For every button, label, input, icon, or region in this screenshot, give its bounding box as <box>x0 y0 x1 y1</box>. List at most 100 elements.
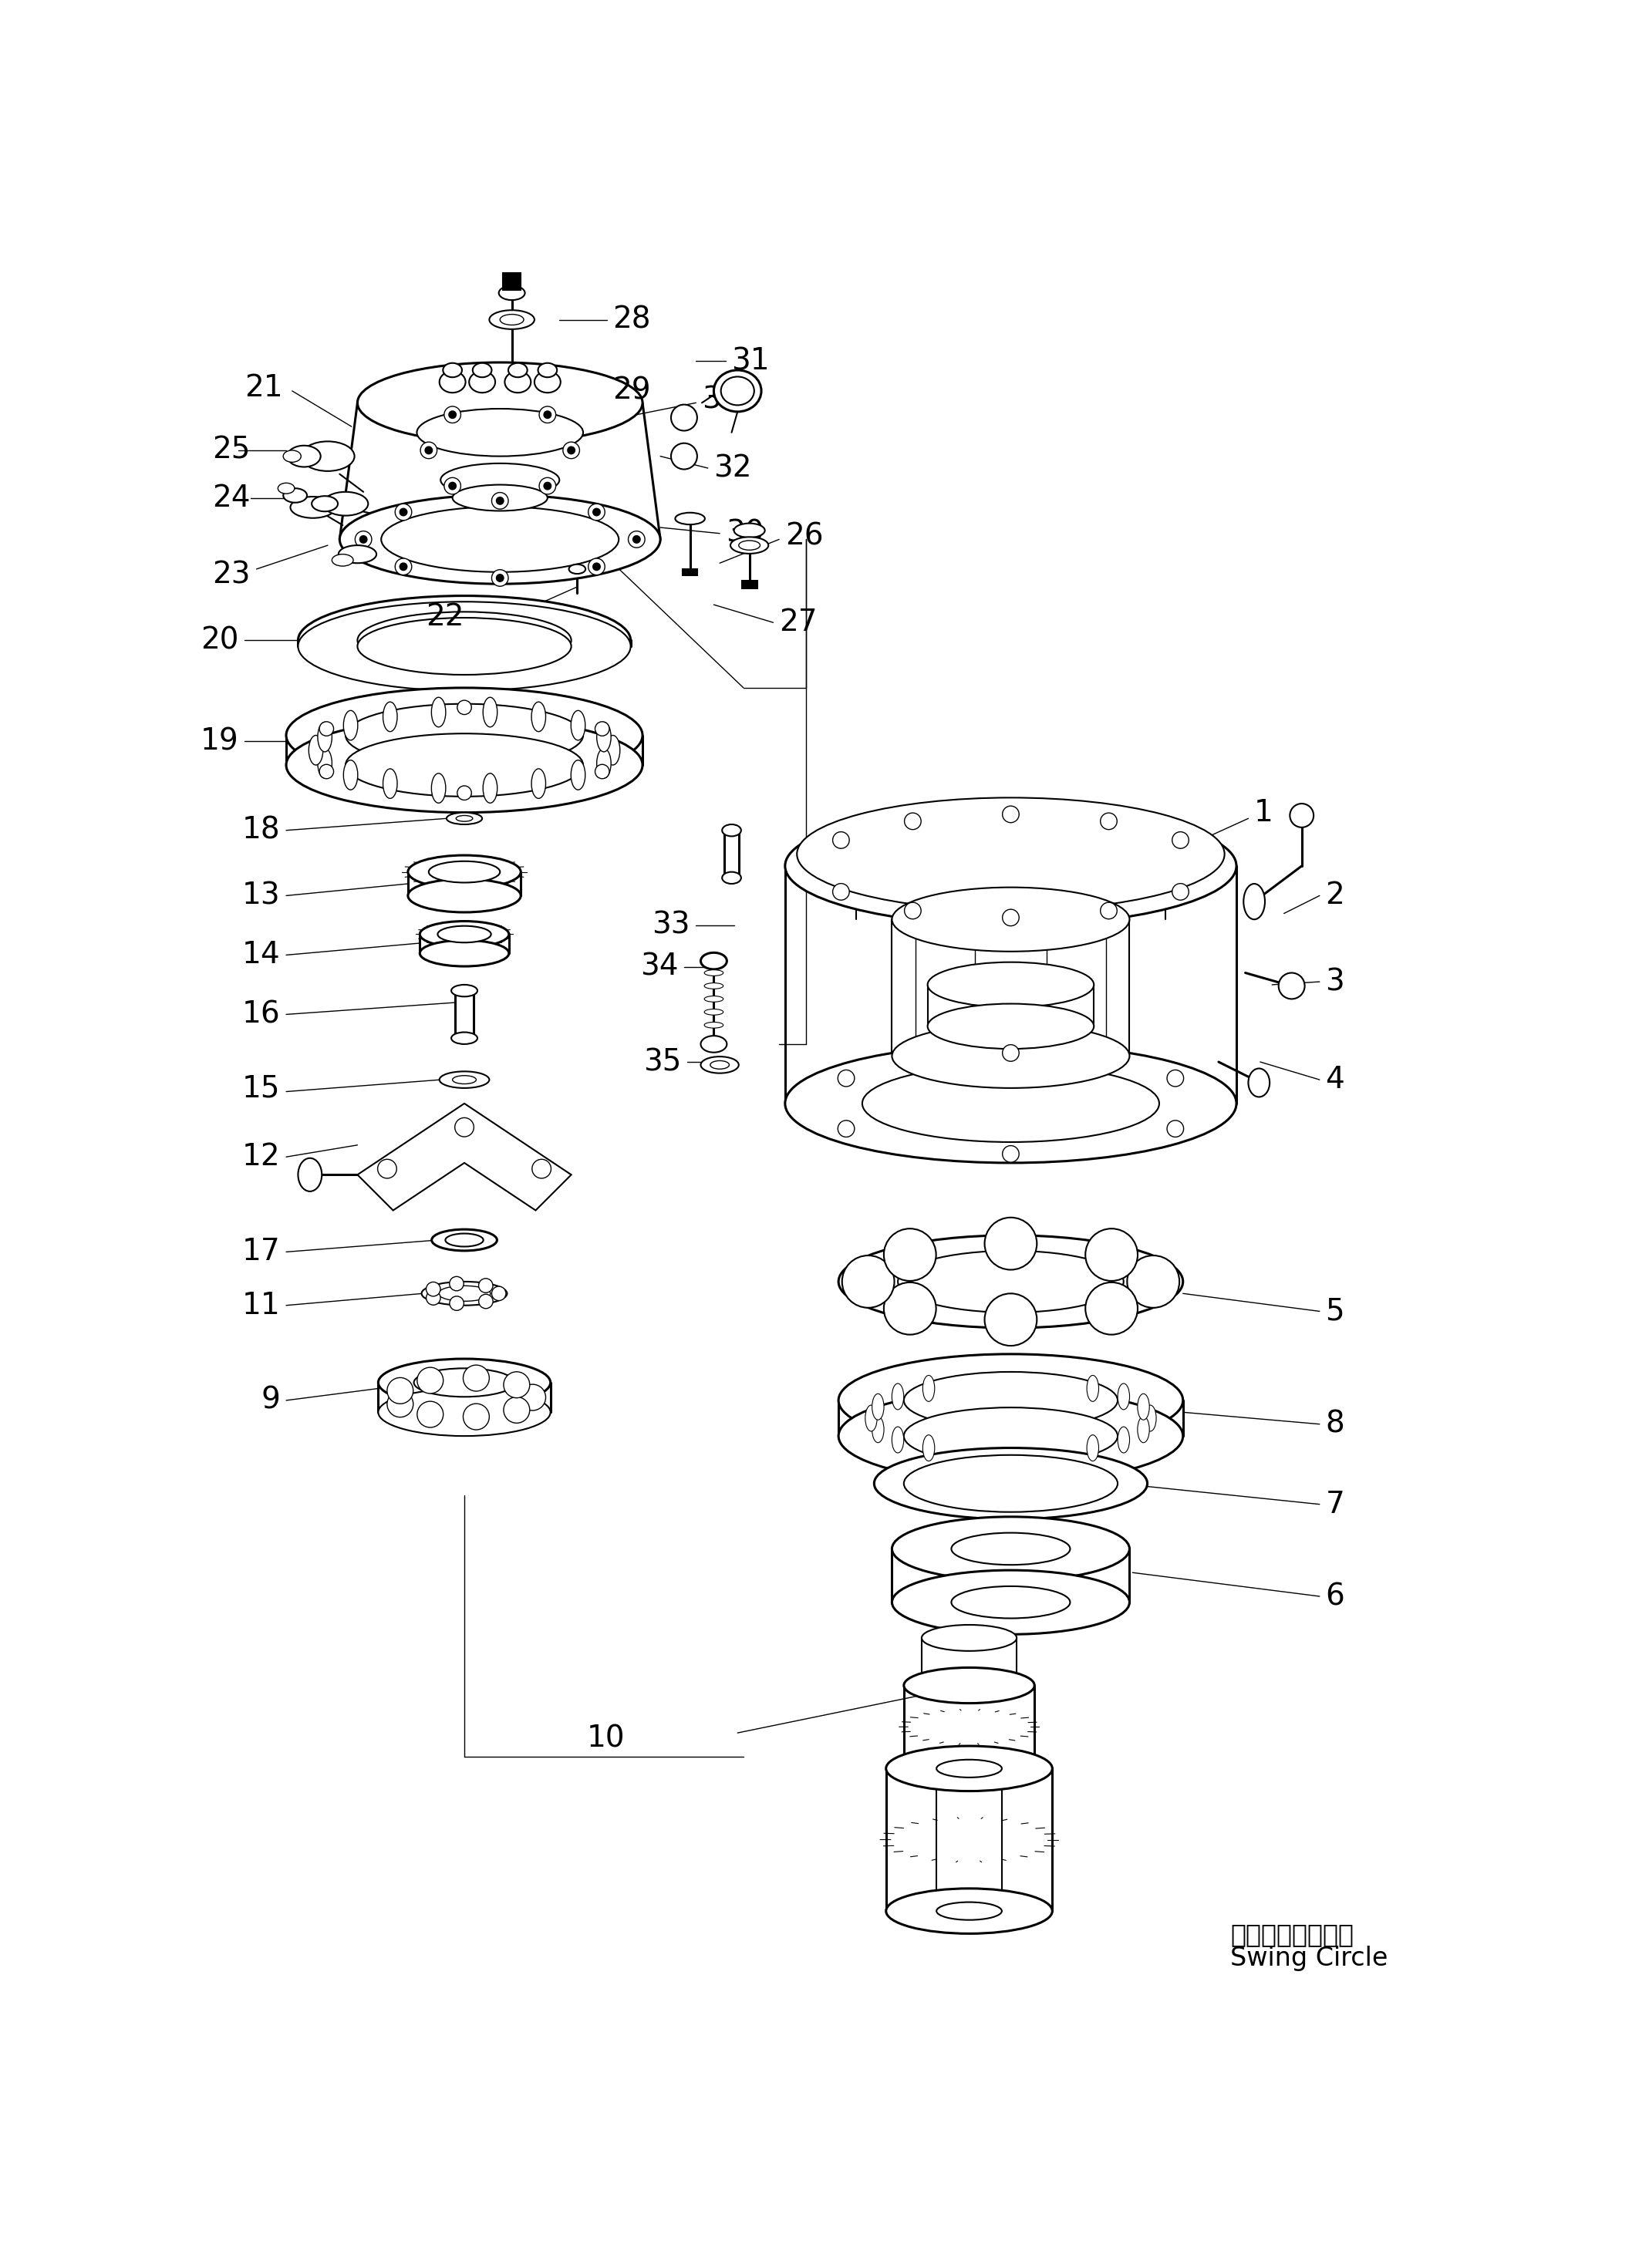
Ellipse shape <box>279 483 295 494</box>
Circle shape <box>1172 885 1188 900</box>
Ellipse shape <box>856 826 1165 907</box>
Ellipse shape <box>439 372 465 392</box>
Circle shape <box>395 503 411 519</box>
Circle shape <box>838 1070 854 1086</box>
Ellipse shape <box>892 1383 903 1411</box>
Circle shape <box>883 1229 936 1281</box>
Ellipse shape <box>490 311 534 329</box>
Ellipse shape <box>887 1746 1052 1792</box>
Ellipse shape <box>498 286 524 299</box>
Text: 4: 4 <box>1326 1066 1344 1095</box>
Ellipse shape <box>923 1436 934 1461</box>
Ellipse shape <box>705 1009 723 1016</box>
Ellipse shape <box>1244 885 1265 919</box>
Ellipse shape <box>438 1286 490 1302</box>
Ellipse shape <box>705 982 723 989</box>
Circle shape <box>449 1297 464 1311</box>
Bar <box>503 249 521 290</box>
Ellipse shape <box>921 1672 1016 1699</box>
Ellipse shape <box>903 1751 1034 1787</box>
Text: 33: 33 <box>652 912 690 939</box>
Bar <box>683 569 697 576</box>
Circle shape <box>418 1368 443 1393</box>
Polygon shape <box>357 1105 572 1211</box>
Ellipse shape <box>670 404 697 431</box>
Text: 12: 12 <box>243 1143 280 1173</box>
Ellipse shape <box>508 363 528 376</box>
Circle shape <box>377 1159 397 1179</box>
Ellipse shape <box>298 596 631 685</box>
Text: 5: 5 <box>1326 1297 1344 1327</box>
Ellipse shape <box>344 760 357 789</box>
Ellipse shape <box>421 1281 506 1306</box>
Circle shape <box>426 1290 441 1304</box>
Circle shape <box>1003 1145 1019 1161</box>
Circle shape <box>833 832 849 848</box>
Ellipse shape <box>484 696 497 728</box>
Text: 34: 34 <box>639 953 679 982</box>
Ellipse shape <box>484 773 497 803</box>
Ellipse shape <box>1249 1068 1270 1098</box>
Circle shape <box>544 483 551 490</box>
Ellipse shape <box>452 1075 477 1084</box>
Ellipse shape <box>384 769 397 798</box>
Ellipse shape <box>346 733 583 796</box>
Ellipse shape <box>495 243 528 254</box>
Ellipse shape <box>903 1667 1034 1703</box>
Ellipse shape <box>887 1889 1052 1935</box>
Circle shape <box>595 764 610 778</box>
Text: 22: 22 <box>426 601 464 631</box>
Text: 25: 25 <box>211 435 251 465</box>
Circle shape <box>464 1404 490 1429</box>
Ellipse shape <box>839 1390 1183 1483</box>
Ellipse shape <box>346 703 583 767</box>
Ellipse shape <box>344 710 357 739</box>
Ellipse shape <box>290 497 336 517</box>
Circle shape <box>588 503 605 519</box>
Circle shape <box>985 1293 1037 1345</box>
Ellipse shape <box>451 1032 477 1043</box>
Ellipse shape <box>921 1624 1016 1651</box>
Ellipse shape <box>1137 1395 1149 1420</box>
Ellipse shape <box>318 721 333 751</box>
Ellipse shape <box>898 1250 1124 1313</box>
Circle shape <box>425 447 433 454</box>
Text: 23: 23 <box>211 560 251 590</box>
Ellipse shape <box>1118 1383 1129 1411</box>
Text: 28: 28 <box>613 304 651 333</box>
Circle shape <box>588 558 605 576</box>
Circle shape <box>387 1390 413 1418</box>
Ellipse shape <box>903 1408 1118 1465</box>
Text: 27: 27 <box>779 608 818 637</box>
Ellipse shape <box>357 363 642 442</box>
Circle shape <box>320 764 334 778</box>
Ellipse shape <box>1278 973 1305 998</box>
Ellipse shape <box>415 1368 515 1397</box>
Circle shape <box>449 483 456 490</box>
Ellipse shape <box>721 376 754 406</box>
Text: 14: 14 <box>243 941 280 971</box>
Ellipse shape <box>456 816 472 821</box>
Circle shape <box>457 701 472 714</box>
Ellipse shape <box>715 370 760 413</box>
Ellipse shape <box>287 717 642 812</box>
Circle shape <box>320 721 334 735</box>
Ellipse shape <box>739 540 760 551</box>
Circle shape <box>883 1281 936 1334</box>
Text: 10: 10 <box>587 1724 624 1753</box>
Ellipse shape <box>892 1427 903 1454</box>
Ellipse shape <box>431 696 446 728</box>
Ellipse shape <box>951 1533 1070 1565</box>
Ellipse shape <box>892 1569 1129 1635</box>
Ellipse shape <box>923 1374 934 1402</box>
Circle shape <box>633 535 641 542</box>
Circle shape <box>503 1397 529 1422</box>
Ellipse shape <box>892 887 1129 953</box>
Ellipse shape <box>451 984 477 996</box>
Circle shape <box>593 562 600 569</box>
Circle shape <box>492 492 508 508</box>
Ellipse shape <box>416 408 583 456</box>
Ellipse shape <box>308 735 323 764</box>
Ellipse shape <box>731 538 769 553</box>
Ellipse shape <box>569 565 585 574</box>
